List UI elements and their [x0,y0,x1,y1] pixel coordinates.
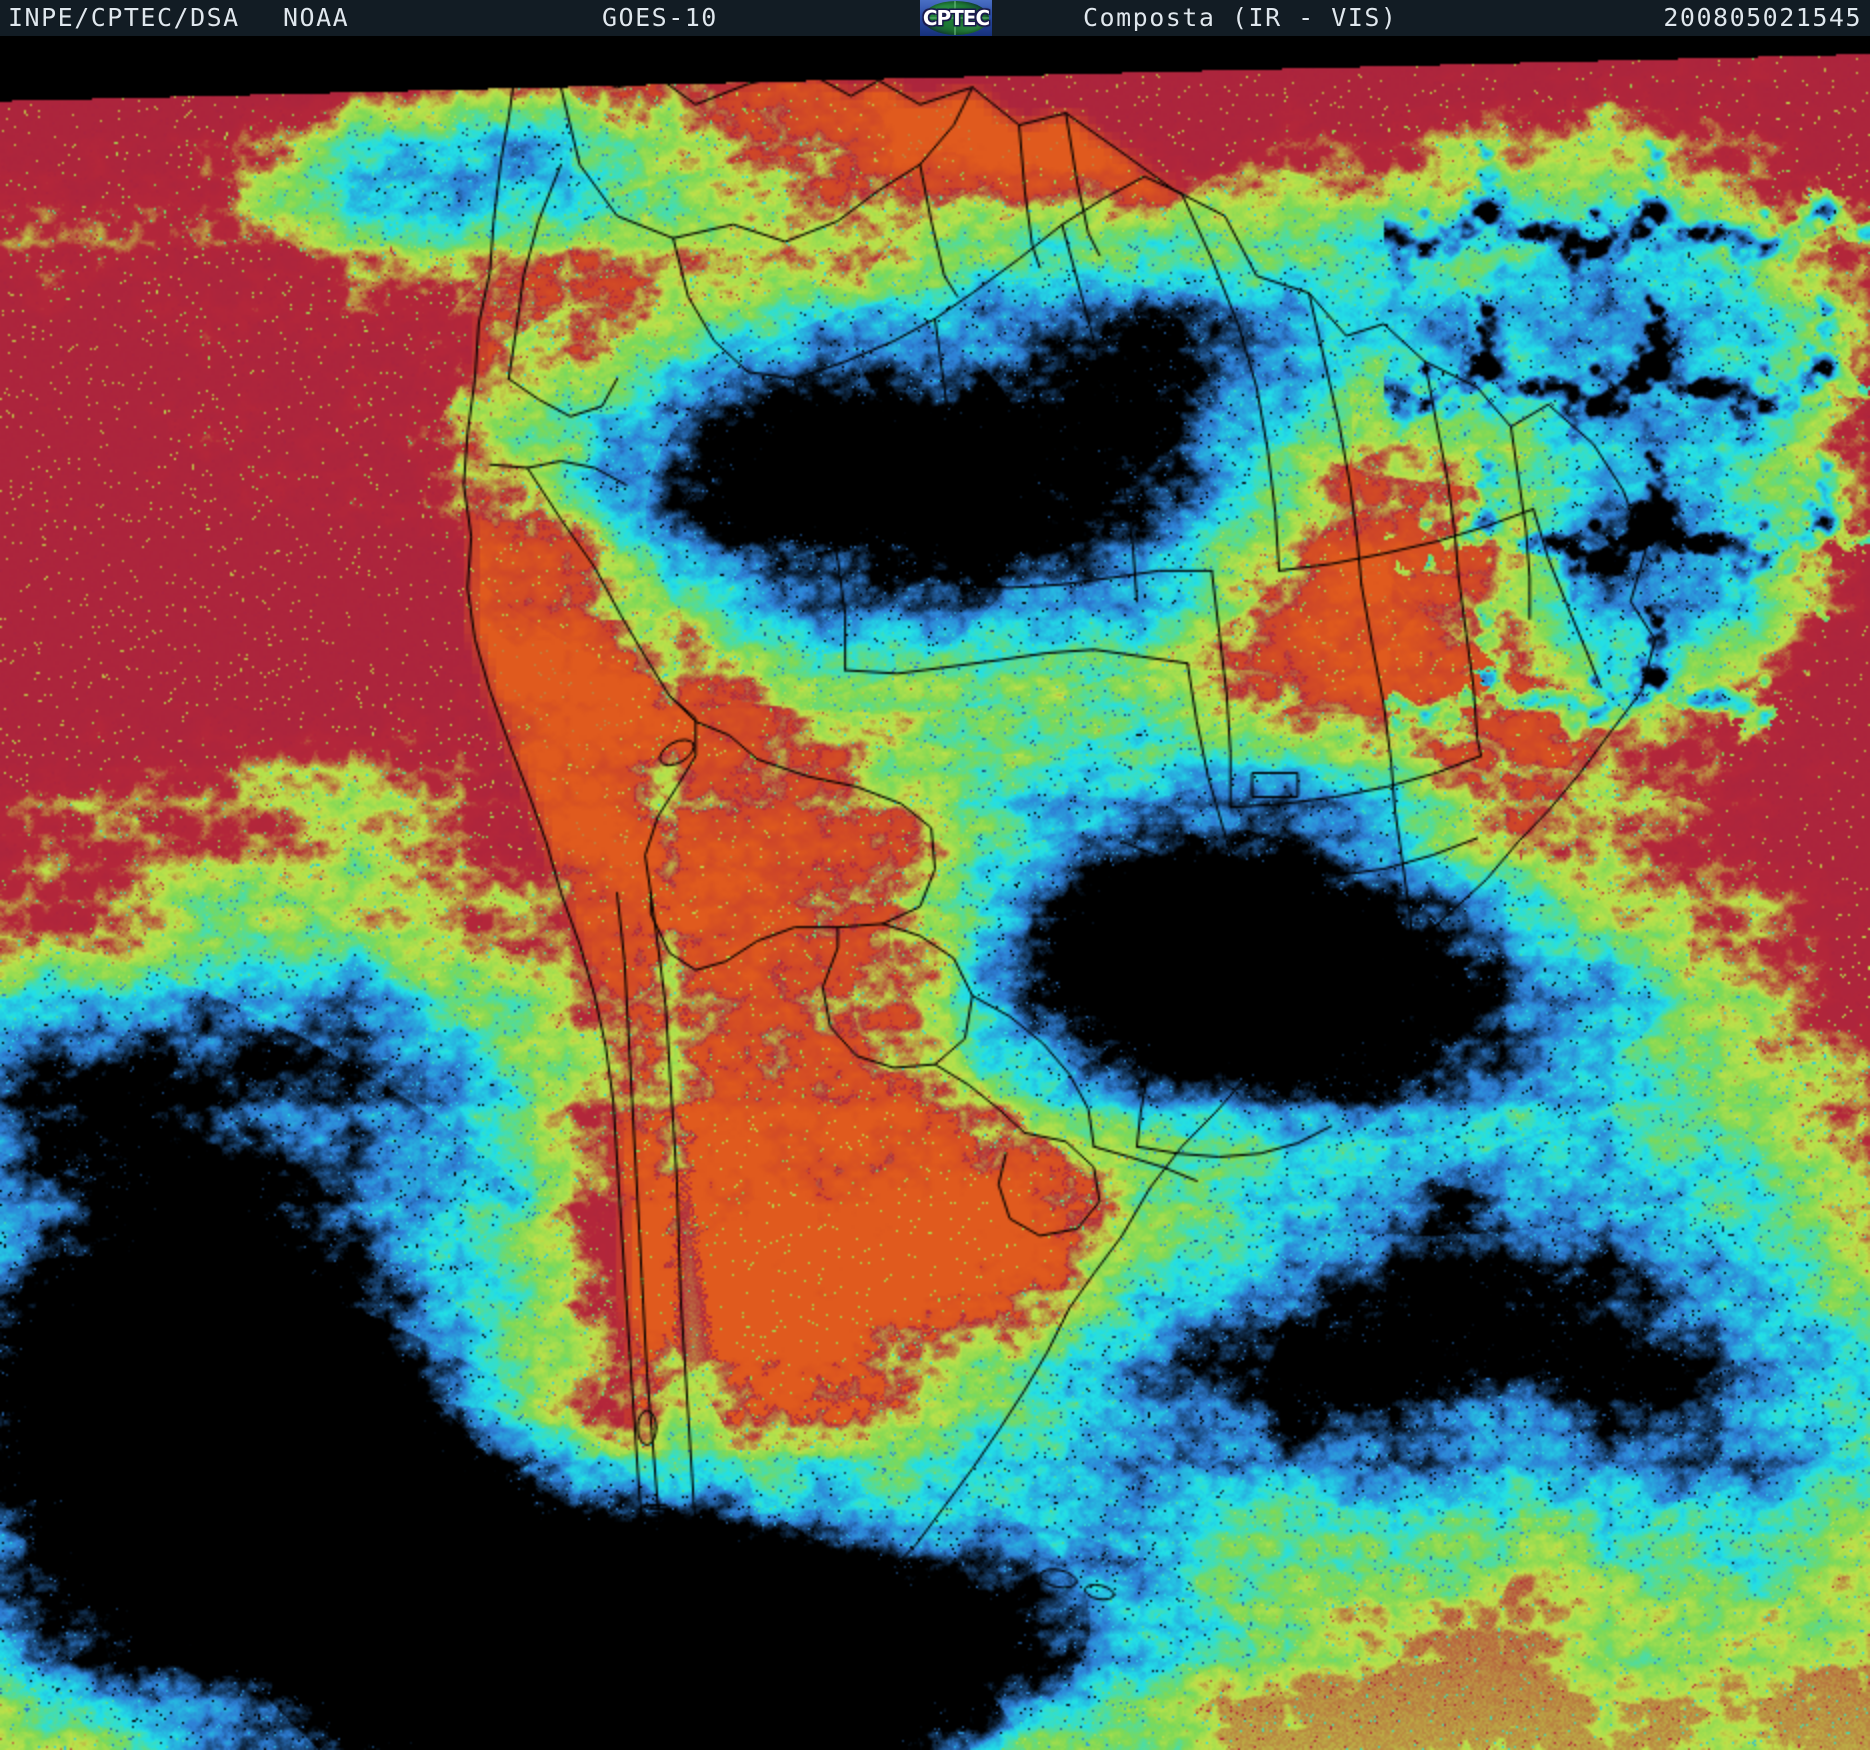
header-product-title: Composta (IR - VIS) [1083,3,1398,32]
globe-equator [923,17,989,19]
satellite-image-viewport [0,36,1870,1750]
header-timestamp: 200805021545 [1663,3,1862,32]
header-satellite: GOES-10 [602,3,718,32]
cptec-logo-text: CPTEC [922,6,990,30]
header-organization: INPE/CPTEC/DSA [8,3,240,32]
globe-icon [923,1,989,35]
header-bar: INPE/CPTEC/DSA NOAA GOES-10 CPTEC Compos… [0,0,1870,36]
globe-meridian [954,1,956,35]
satellite-composite-image [0,36,1870,1750]
header-agency: NOAA [283,3,350,32]
cptec-logo-icon: CPTEC [920,0,992,36]
